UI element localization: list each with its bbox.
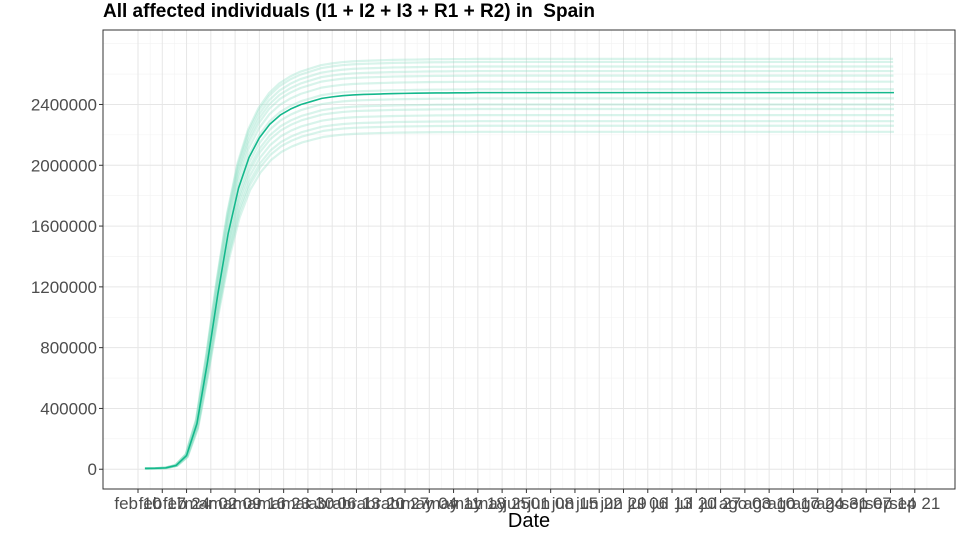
x-tick-label: sep 21 [889,494,940,513]
ensemble-series-line [146,130,894,470]
ensemble-series-line [144,74,894,470]
x-tick-label: jul 06 [626,494,668,513]
x-tick-label: may 25 [474,494,530,513]
chart-title: All affected individuals (I1 + I2 + I3 +… [103,1,596,22]
x-tick-label: abr 27 [381,494,429,513]
x-tick-label: ago 31 [816,494,868,513]
y-tick-label: 2400000 [31,95,97,114]
ensemble-series-line [145,107,894,470]
x-tick-label: jun 01 [502,494,549,513]
plot-border [102,29,956,490]
x-tick-label: sep 07 [841,494,892,513]
ensemble-series-line [144,60,894,470]
y-tick-label: 0 [88,460,97,479]
y-tick-label: 400000 [40,399,97,418]
x-tick-label: mar 02 [184,494,237,513]
ensemble-series-line [144,69,894,470]
x-tick-label: ago 17 [767,494,819,513]
ensemble-series-line [145,97,894,470]
x-tick-label: may 18 [450,494,506,513]
main-series-line [144,91,894,470]
y-tick-label: 1200000 [31,278,97,297]
main-line [144,91,894,470]
x-tick-label: jul 13 [651,494,693,513]
y-axis: 0 400000 800000 1200000 1600000 2000000 240000… [31,95,103,479]
x-tick-label: abr 20 [357,494,405,513]
x-tick-label: jul 27 [699,494,741,513]
x-tick-label: mar 23 [257,494,310,513]
x-tick-label: jun 15 [551,494,598,513]
x-tick-label: mar 09 [209,494,262,513]
x-tick-label: feb 10 [114,494,161,513]
ensemble-series-line [144,88,894,470]
grid-minor [103,30,955,489]
x-tick-label: may 11 [426,494,481,513]
ensemble-series-line [144,80,894,470]
y-tick-label: 2000000 [31,156,97,175]
x-tick-label: jun 29 [599,494,646,513]
x-tick-label: ago 03 [719,494,771,513]
y-tick-label: 800000 [40,339,97,358]
x-tick-label: jul 20 [675,494,717,513]
x-tick-label: jun 22 [575,494,622,513]
x-axis-label: Date [507,510,551,532]
ensemble-series-line [145,120,894,470]
x-tick-label: ago 24 [792,494,844,513]
y-tick-label: 1600000 [31,217,97,236]
x-tick-label: mar 30 [281,494,334,513]
ensemble-series-line [144,65,894,470]
x-tick-label: jun 08 [527,494,574,513]
x-tick-label: abr 06 [308,494,356,513]
x-tick-label: abr 13 [332,494,380,513]
x-tick-label: mar 16 [233,494,286,513]
ensemble-series-line [145,103,894,470]
ensemble-lines [144,57,894,470]
ensemble-series-line [144,57,894,470]
x-tick-label: feb 17 [139,494,186,513]
x-tick-label: may 04 [401,494,457,513]
ensemble-series-line [145,114,894,470]
x-tick-label: sep 14 [865,494,916,513]
x-tick-label: ago 10 [743,494,795,513]
grid-major [103,30,955,489]
x-tick-label: feb 24 [163,494,210,513]
plot-background [103,30,955,489]
ensemble-series-line [145,124,894,470]
